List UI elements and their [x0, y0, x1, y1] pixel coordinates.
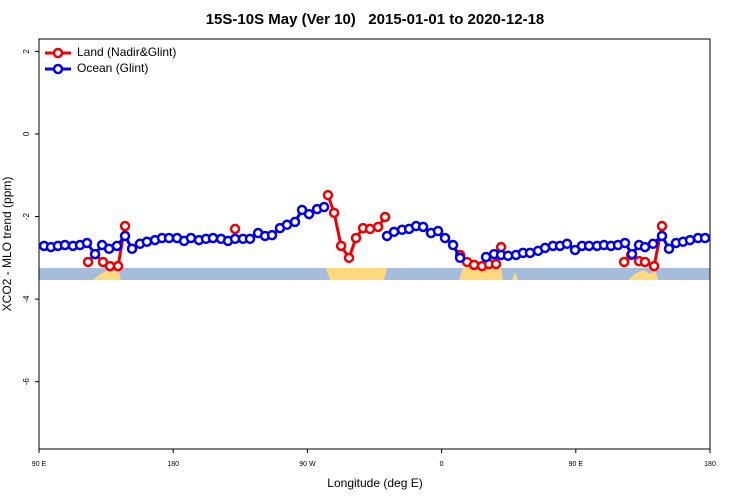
data-point [82, 256, 94, 268]
data-point [439, 232, 451, 244]
data-point [343, 252, 355, 264]
x-tick-label: 90 E [32, 461, 47, 468]
data-point [639, 241, 651, 253]
data-point [89, 248, 101, 260]
x-tick-label: 0 [440, 461, 444, 468]
data-point [432, 225, 444, 237]
data-point [468, 259, 480, 271]
land-mask [39, 268, 710, 280]
data-point [647, 238, 659, 250]
data-point [618, 256, 630, 268]
data-point [648, 260, 660, 272]
y-tick-label: -4 [22, 295, 31, 303]
data-point [656, 230, 668, 242]
y-tick-label: -6 [22, 378, 31, 386]
land-patch [512, 272, 518, 280]
data-point [490, 258, 502, 270]
y-tick-label: 0 [22, 131, 31, 136]
y-axis-label: XCO2 - MLO trend (ppm) [0, 177, 14, 312]
land-patch [459, 268, 503, 280]
data-point [335, 240, 347, 252]
chart-title: 15S-10S May (Ver 10) 2015-01-01 to 2020-… [206, 11, 545, 28]
data-point [111, 240, 123, 252]
data-point [639, 256, 651, 268]
data-point [104, 260, 116, 272]
x-tick-label: 180 [167, 461, 179, 468]
land-patch [93, 268, 121, 280]
x-tick-label: 180 [704, 461, 716, 468]
x-tick-label: 90 W [299, 461, 316, 468]
data-point [229, 223, 241, 235]
data-point [322, 189, 334, 201]
legend-marker [52, 47, 64, 59]
data-point [619, 237, 631, 249]
data-point [350, 232, 362, 244]
land-patch [326, 268, 387, 280]
series-line [43, 205, 706, 259]
data-point [417, 221, 429, 233]
data-point [289, 216, 301, 228]
x-axis-label: Longitude (deg E) [327, 476, 422, 490]
data-point [480, 251, 492, 263]
x-tick-label: 90 E [569, 461, 584, 468]
data-point [454, 252, 466, 264]
data-point [207, 232, 219, 244]
land-patch [628, 268, 658, 280]
data-point [266, 229, 278, 241]
data-point [59, 239, 71, 251]
data-point [379, 211, 391, 223]
data-point [524, 247, 536, 259]
y-tick-label: 2 [22, 49, 31, 54]
data-point [318, 201, 330, 213]
plot-frame [38, 38, 711, 450]
y-tick-label: -2 [22, 212, 31, 220]
data-point [244, 233, 256, 245]
data-point [112, 260, 124, 272]
data-point [583, 240, 595, 252]
data-point [626, 248, 638, 260]
data-point [185, 232, 197, 244]
data-point [81, 237, 93, 249]
data-point [656, 220, 668, 232]
data-point [119, 230, 131, 242]
data-point [684, 234, 696, 246]
data-point [364, 223, 376, 235]
data-point [126, 243, 138, 254]
legend-label: Land (Nadir&Glint) [77, 45, 176, 59]
legend-marker [52, 63, 64, 75]
data-point [372, 221, 384, 233]
data-point [699, 232, 711, 244]
data-point [328, 207, 340, 219]
legend-label: Ocean (Glint) [77, 61, 148, 75]
data-point [561, 238, 573, 250]
data-point [163, 232, 175, 244]
data-point [303, 208, 315, 220]
data-point [119, 220, 131, 232]
data-point [141, 236, 153, 247]
data-point [388, 226, 400, 238]
data-point [663, 243, 675, 254]
data-point [447, 239, 459, 251]
data-point [281, 219, 293, 231]
